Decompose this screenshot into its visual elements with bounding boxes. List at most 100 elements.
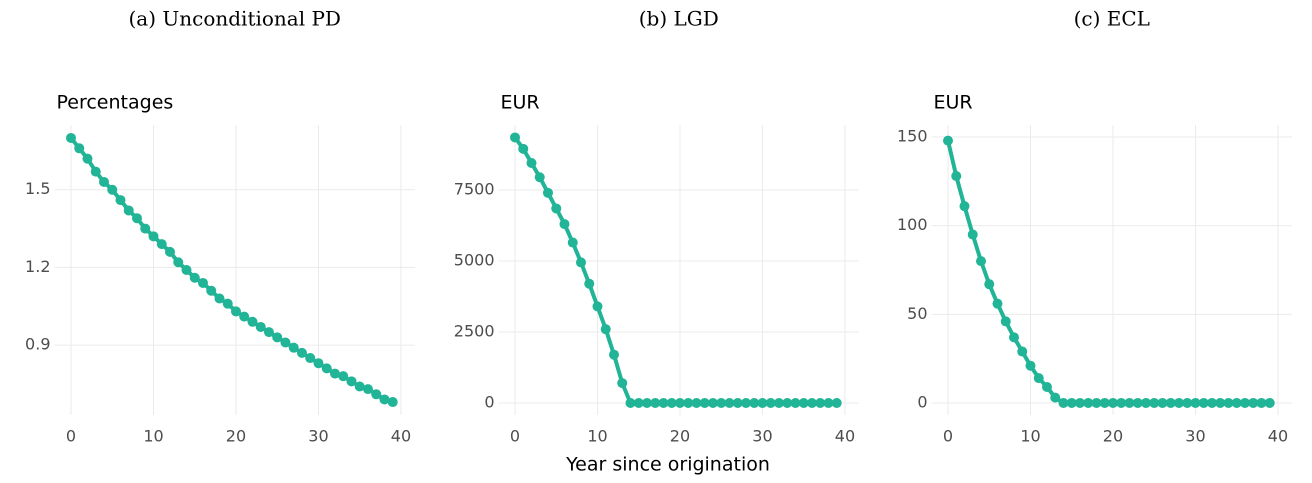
data-point	[1206, 397, 1217, 408]
data-point	[1099, 397, 1110, 408]
data-point	[371, 389, 382, 400]
y-tick-label: 5000	[454, 250, 495, 269]
data-point	[542, 187, 553, 198]
data-point	[683, 397, 694, 408]
data-point	[608, 349, 619, 360]
data-point	[724, 397, 735, 408]
data-point	[255, 321, 266, 332]
data-point	[181, 265, 192, 275]
data-point	[1124, 397, 1135, 408]
data-point	[173, 257, 184, 268]
data-point	[98, 176, 109, 187]
data-point	[641, 397, 652, 408]
data-point	[1025, 360, 1036, 371]
data-point	[1107, 397, 1118, 408]
y-axis-title: Percentages	[57, 92, 174, 114]
data-point	[1066, 397, 1077, 408]
data-point	[740, 397, 751, 408]
data-point	[749, 397, 760, 408]
data-point	[65, 132, 76, 143]
data-point	[387, 397, 398, 408]
data-point	[1223, 397, 1234, 408]
data-point	[247, 316, 258, 327]
y-tick-label: 0.9	[25, 335, 50, 354]
data-point	[90, 166, 101, 177]
y-tick-label: 1.5	[25, 179, 50, 198]
data-point	[551, 203, 562, 214]
data-point	[732, 397, 743, 408]
data-point	[1132, 397, 1143, 408]
x-tick-label: 0	[510, 427, 520, 446]
data-point	[575, 257, 586, 268]
data-point	[1215, 397, 1226, 408]
data-point	[782, 397, 793, 408]
data-point	[354, 381, 365, 392]
data-point	[148, 231, 159, 242]
data-point	[1058, 397, 1069, 408]
data-point	[140, 223, 151, 234]
data-point	[1050, 392, 1061, 403]
x-tick-label: 20	[670, 427, 690, 446]
data-point	[362, 384, 373, 395]
data-point	[329, 368, 340, 379]
data-point	[959, 201, 970, 212]
data-point	[584, 278, 595, 289]
x-tick-label: 30	[308, 427, 328, 446]
data-point	[1256, 397, 1267, 408]
data-point	[272, 332, 283, 343]
data-point	[214, 293, 225, 304]
panel-caption: (a) Unconditional PD	[129, 7, 341, 31]
data-point	[1149, 397, 1160, 408]
data-point	[1140, 397, 1151, 408]
data-point	[967, 229, 978, 240]
data-point	[691, 397, 702, 408]
data-point	[1264, 397, 1275, 408]
panel-caption: (c) ECL	[1074, 7, 1150, 31]
data-point	[951, 171, 962, 182]
data-point	[1231, 397, 1242, 408]
data-point	[633, 397, 644, 408]
data-point	[288, 342, 299, 353]
data-point	[716, 397, 727, 408]
data-point	[74, 143, 85, 154]
data-point	[164, 246, 175, 257]
data-point	[222, 298, 233, 309]
data-point	[984, 279, 995, 290]
x-tick-label: 10	[587, 427, 607, 446]
data-point	[831, 397, 842, 408]
x-tick-label: 30	[1185, 427, 1205, 446]
x-tick-label: 40	[391, 427, 411, 446]
data-point	[1248, 397, 1259, 408]
x-tick-label: 20	[1103, 427, 1123, 446]
data-point	[156, 239, 167, 250]
data-point	[534, 172, 545, 183]
data-point	[625, 397, 636, 408]
data-point	[790, 397, 801, 408]
data-point	[798, 397, 809, 408]
data-point	[82, 153, 93, 164]
data-point	[239, 311, 250, 322]
x-tick-label: 10	[143, 427, 163, 446]
data-point	[263, 327, 274, 338]
data-point	[280, 337, 291, 348]
x-tick-label: 0	[943, 427, 953, 446]
data-point	[1165, 397, 1176, 408]
data-point	[338, 371, 349, 382]
data-point	[699, 397, 710, 408]
data-point	[379, 394, 390, 405]
data-point	[313, 358, 324, 369]
data-point	[975, 256, 986, 267]
data-point	[123, 205, 134, 216]
y-tick-label: 100	[897, 215, 928, 234]
y-tick-label: 0	[484, 392, 494, 411]
data-point	[674, 397, 685, 408]
panel-caption: (b) LGD	[639, 7, 719, 31]
series-line	[69, 136, 394, 404]
data-point	[650, 397, 661, 408]
data-point	[346, 376, 357, 387]
data-point	[1198, 397, 1209, 408]
x-tick-label: 0	[66, 427, 76, 446]
data-point	[1033, 373, 1044, 384]
data-point	[1157, 397, 1168, 408]
data-point	[296, 347, 307, 358]
